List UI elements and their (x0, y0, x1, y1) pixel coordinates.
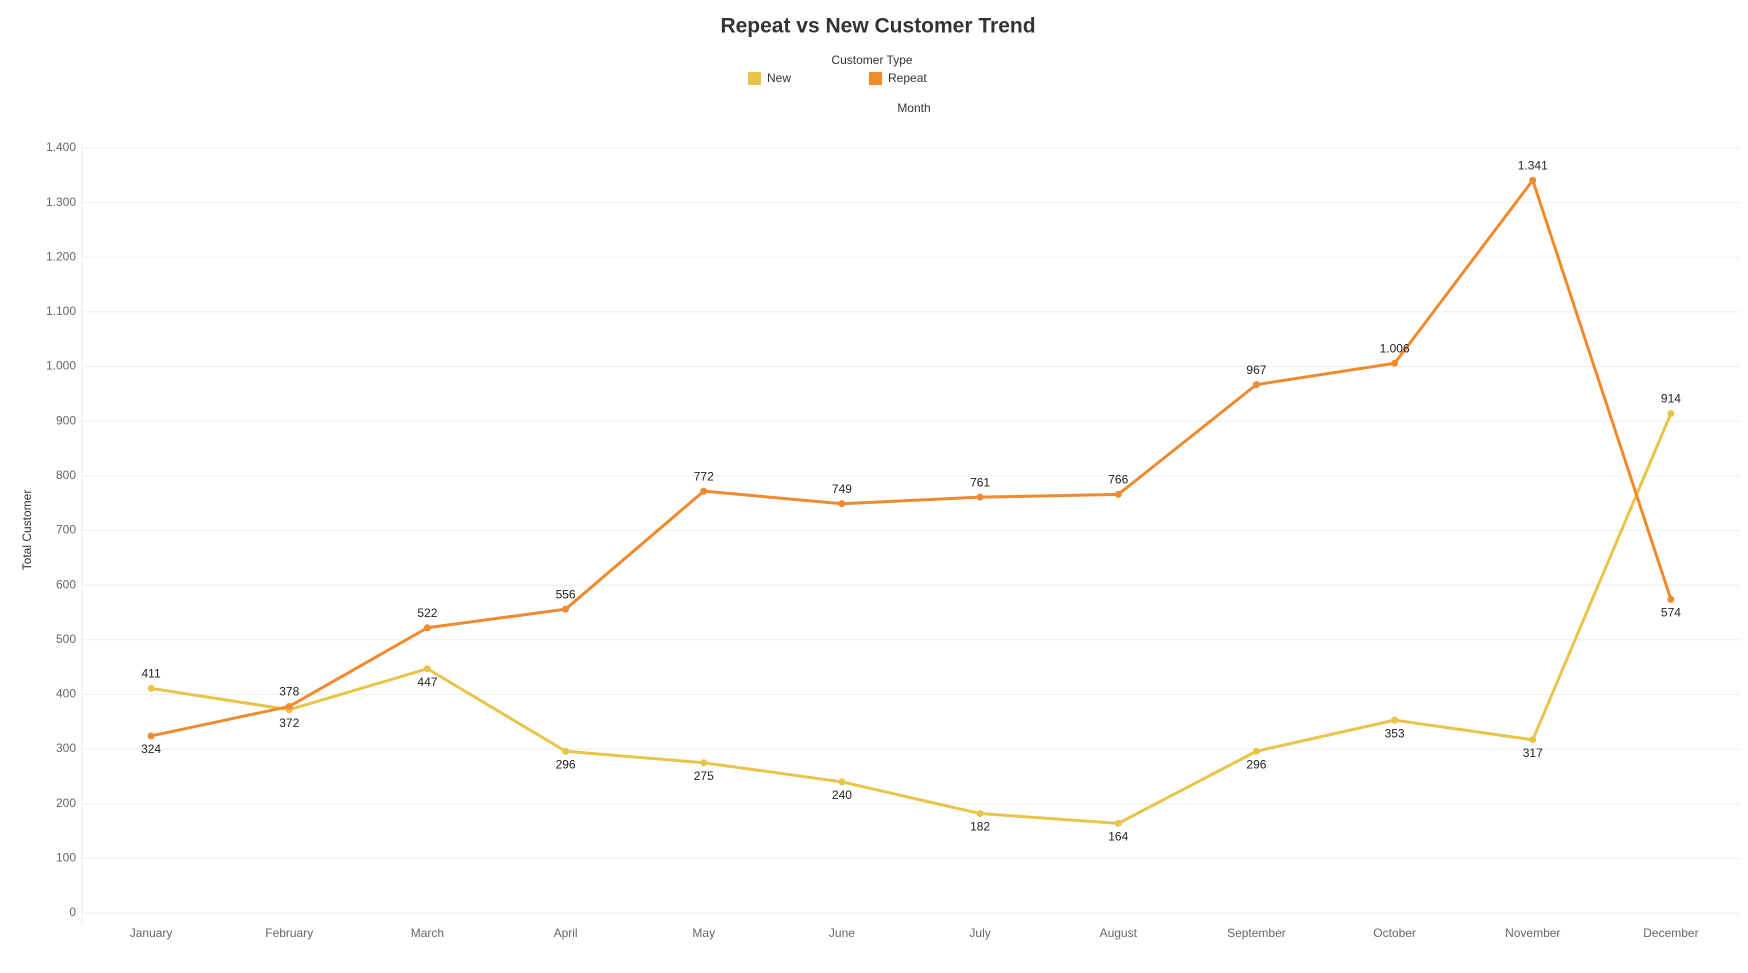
legend-label: Repeat (888, 71, 927, 85)
data-point (838, 500, 846, 508)
chart-title: Repeat vs New Customer Trend (720, 15, 1035, 38)
y-tick-label: 100 (56, 851, 76, 865)
data-label: 411 (142, 667, 161, 681)
x-tick-label: January (130, 926, 173, 940)
data-label: 761 (970, 475, 990, 489)
data-label: 967 (1246, 363, 1266, 377)
data-label: 556 (556, 587, 576, 601)
x-tick-label: May (692, 926, 715, 940)
legend-title: Customer Type (831, 53, 912, 67)
data-point (562, 605, 570, 613)
data-point (1667, 410, 1675, 418)
data-point (1252, 747, 1260, 755)
y-tick-label: 1.300 (46, 195, 76, 209)
x-tick-label: June (829, 926, 855, 940)
data-label: 317 (1523, 746, 1543, 760)
data-point (838, 778, 846, 786)
x-tick-label: March (411, 926, 444, 940)
y-tick-label: 900 (56, 413, 76, 427)
y-tick-label: 600 (56, 577, 76, 591)
x-tick-label: December (1643, 926, 1698, 940)
data-point (285, 702, 293, 710)
data-point (976, 810, 984, 818)
data-point (423, 665, 431, 673)
data-label: 324 (141, 742, 161, 756)
data-label: 372 (279, 716, 299, 730)
data-point (1114, 490, 1122, 498)
legend-swatch (869, 72, 882, 85)
data-point (1114, 819, 1122, 827)
data-point (147, 732, 155, 740)
data-label: 1.006 (1380, 341, 1410, 355)
data-point (423, 624, 431, 632)
x-axis-title: Month (897, 101, 930, 115)
data-label: 378 (279, 685, 299, 699)
data-point (976, 493, 984, 501)
x-tick-label: November (1505, 926, 1560, 940)
data-point (700, 487, 708, 495)
series-line (150, 412, 1673, 825)
y-tick-label: 700 (56, 523, 76, 537)
y-tick-label: 1.200 (46, 249, 76, 263)
x-tick-label: April (554, 926, 578, 940)
data-point (1391, 716, 1399, 724)
data-point (562, 747, 570, 755)
x-tick-label: September (1227, 926, 1286, 940)
data-label: 240 (832, 788, 852, 802)
data-label: 749 (832, 482, 852, 496)
x-tick-label: February (265, 926, 313, 940)
data-label: 574 (1661, 606, 1681, 620)
y-tick-label: 300 (56, 741, 76, 755)
data-label: 1.341 (1518, 158, 1548, 172)
data-label: 914 (1661, 392, 1681, 406)
legend-swatch (748, 72, 761, 85)
data-label: 766 (1108, 473, 1128, 487)
data-point (700, 759, 708, 767)
data-label: 182 (970, 820, 990, 834)
data-point (147, 684, 155, 692)
x-tick-label: July (969, 926, 990, 940)
y-tick-label: 1.400 (46, 140, 76, 154)
y-axis-title: Total Customer (20, 490, 34, 571)
data-label: 522 (417, 606, 437, 620)
data-label: 772 (694, 469, 714, 483)
y-tick-label: 400 (56, 687, 76, 701)
data-label: 296 (1246, 757, 1266, 771)
data-label: 447 (417, 675, 437, 689)
data-point (1529, 176, 1537, 184)
x-tick-label: October (1373, 926, 1416, 940)
series-line (150, 178, 1673, 738)
y-tick-label: 500 (56, 632, 76, 646)
x-tick-label: August (1100, 926, 1138, 940)
data-label: 164 (1108, 830, 1128, 844)
data-label: 353 (1385, 726, 1405, 740)
data-point (1667, 595, 1675, 603)
data-point (1529, 736, 1537, 744)
data-point (1252, 381, 1260, 389)
y-tick-label: 200 (56, 796, 76, 810)
y-tick-label: 1.000 (46, 359, 76, 373)
y-tick-label: 0 (69, 905, 76, 919)
legend-label: New (767, 71, 791, 85)
y-tick-label: 800 (56, 468, 76, 482)
data-point (1391, 359, 1399, 367)
data-label: 296 (556, 757, 576, 771)
data-label: 275 (694, 769, 714, 783)
y-tick-label: 1.100 (46, 304, 76, 318)
